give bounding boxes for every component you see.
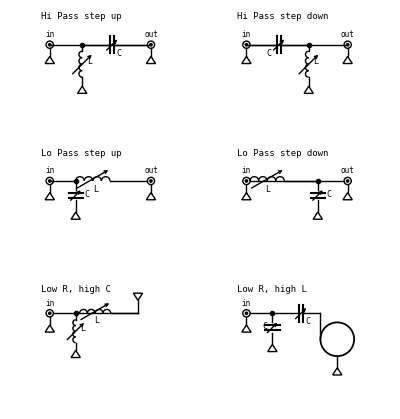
Text: L: L [80, 324, 85, 333]
Text: C: C [266, 49, 271, 58]
Text: L: L [313, 57, 318, 66]
Circle shape [245, 44, 248, 46]
Text: out: out [341, 30, 354, 39]
Text: C: C [116, 49, 121, 58]
Circle shape [48, 44, 51, 46]
Circle shape [346, 180, 349, 182]
Text: Hi Pass step up: Hi Pass step up [41, 12, 121, 21]
Text: Low R, high L: Low R, high L [237, 285, 307, 294]
Text: in: in [45, 30, 54, 39]
Text: Lo Pass step down: Lo Pass step down [237, 148, 329, 158]
Text: out: out [144, 166, 158, 175]
Circle shape [346, 44, 349, 46]
Text: in: in [242, 298, 251, 308]
Text: L: L [265, 185, 270, 194]
Text: in: in [45, 166, 54, 175]
Text: in: in [45, 298, 54, 308]
Text: C: C [84, 189, 89, 199]
Text: Low R, high C: Low R, high C [41, 285, 110, 294]
Text: C: C [306, 317, 310, 326]
Circle shape [48, 312, 51, 315]
Text: C: C [263, 322, 268, 331]
Text: out: out [341, 166, 354, 175]
Text: in: in [242, 166, 251, 175]
Circle shape [245, 312, 248, 315]
Circle shape [150, 44, 152, 46]
Text: L: L [93, 185, 98, 194]
Text: C: C [326, 189, 331, 199]
Text: in: in [242, 30, 251, 39]
Text: Lo Pass step up: Lo Pass step up [41, 148, 121, 158]
Circle shape [245, 180, 248, 182]
Text: L: L [87, 57, 92, 66]
Text: out: out [144, 30, 158, 39]
Text: Hi Pass step down: Hi Pass step down [237, 12, 329, 21]
Circle shape [48, 180, 51, 182]
Circle shape [150, 180, 152, 182]
Text: L: L [94, 316, 99, 325]
